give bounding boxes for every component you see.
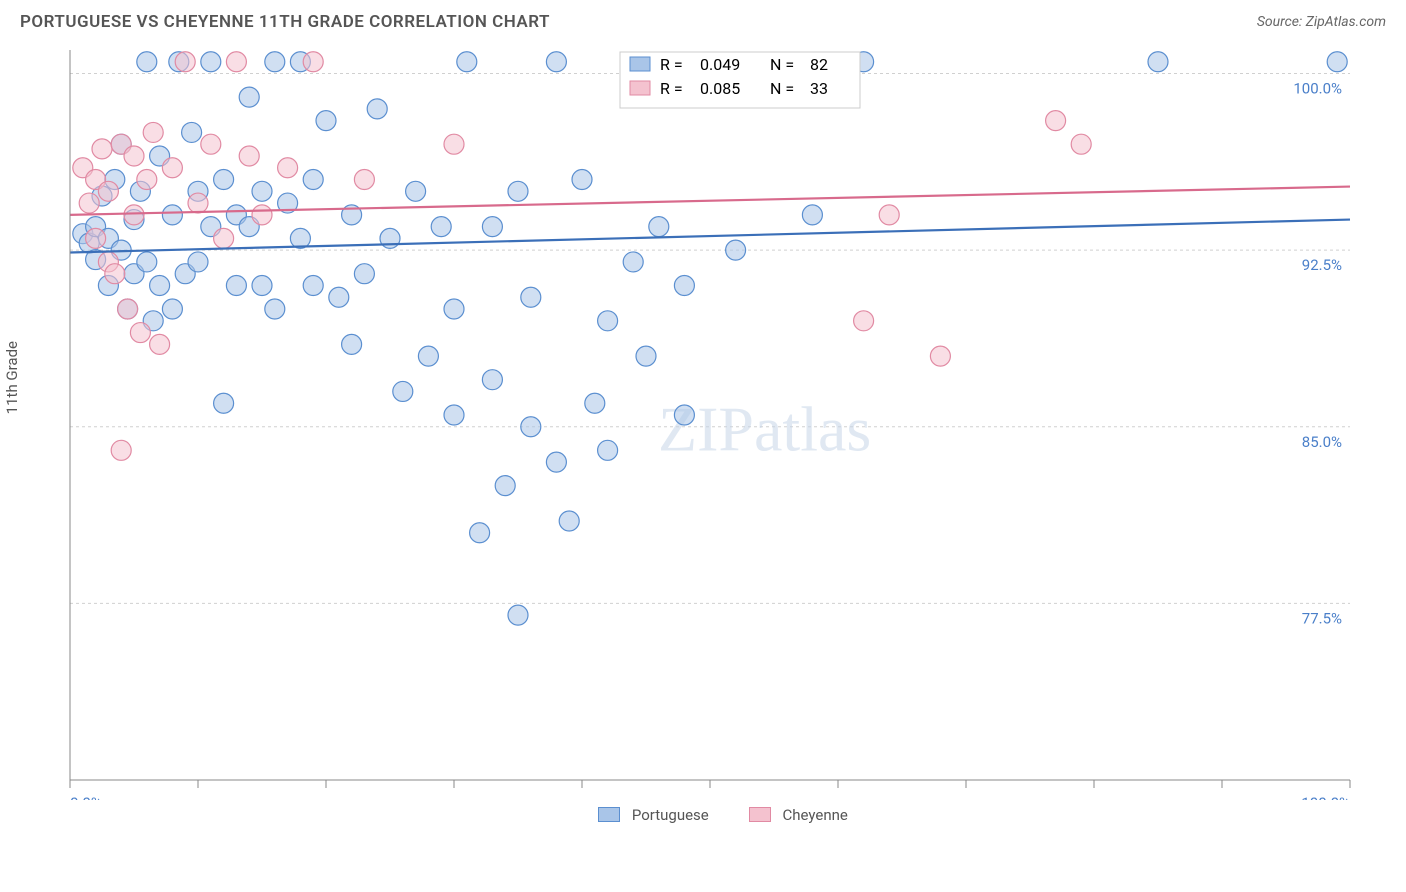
svg-text:R =: R = (660, 79, 683, 98)
chart-source: Source: ZipAtlas.com (1257, 14, 1386, 30)
legend-swatch-cheyenne (749, 807, 771, 822)
svg-text:R =: R = (660, 55, 683, 74)
legend-item-portuguese: Portuguese (598, 806, 709, 824)
legend-item-cheyenne: Cheyenne (749, 806, 848, 824)
svg-text:0.049: 0.049 (700, 55, 740, 74)
legend-label-cheyenne: Cheyenne (782, 806, 847, 824)
svg-text:N =: N = (770, 79, 794, 98)
legend-bottom: Portuguese Cheyenne (60, 800, 1386, 824)
svg-text:0.085: 0.085 (700, 79, 740, 98)
svg-text:85.0%: 85.0% (1302, 433, 1342, 451)
svg-text:100.0%: 100.0% (1293, 80, 1342, 98)
svg-text:N =: N = (770, 55, 794, 74)
legend-swatch-portuguese (598, 807, 620, 822)
svg-text:82: 82 (810, 55, 828, 74)
svg-text:77.5%: 77.5% (1302, 609, 1342, 627)
correlation-scatter-chart: 77.5% 85.0% 92.5% 100.0% ZIPatlas 0.0% 100.0% R… (60, 40, 1360, 800)
svg-text:0.0%: 0.0% (70, 794, 102, 800)
legend-label-portuguese: Portuguese (632, 806, 709, 824)
chart-title: PORTUGUESE VS CHEYENNE 11TH GRADE CORREL… (20, 12, 550, 32)
y-axis-label: 11th Grade (3, 341, 21, 414)
svg-text:92.5%: 92.5% (1302, 256, 1342, 274)
svg-text:100.0%: 100.0% (1301, 794, 1350, 800)
svg-text:ZIPatlas: ZIPatlas (658, 393, 871, 464)
svg-text:33: 33 (810, 79, 828, 98)
